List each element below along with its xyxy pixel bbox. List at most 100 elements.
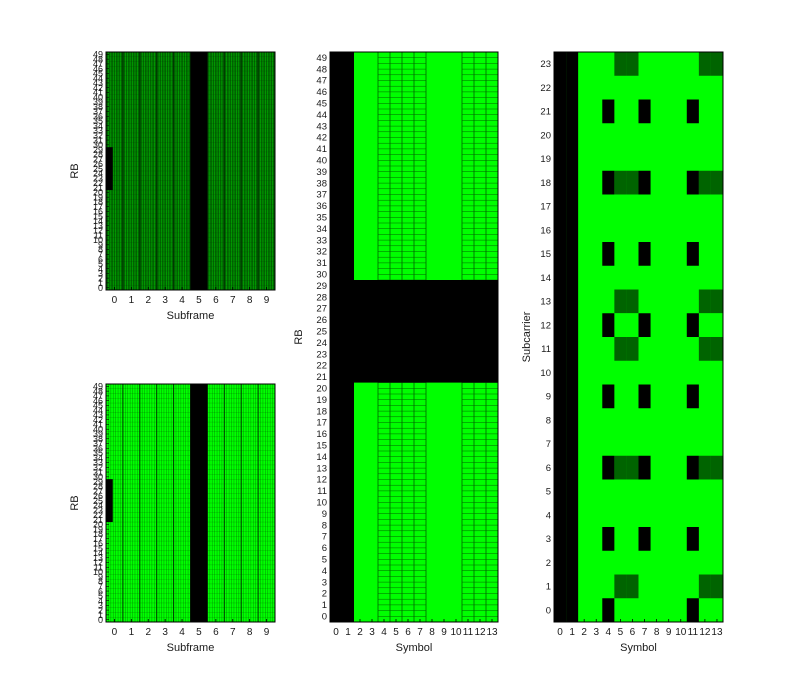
y-tick-label: 39 <box>93 429 103 439</box>
x-tick-label: 4 <box>179 295 185 306</box>
y-tick-label: 24 <box>316 338 327 349</box>
y-tick-label: 10 <box>316 498 327 509</box>
y-tick-label: 18 <box>316 406 327 417</box>
x-tick-label: 0 <box>112 295 118 306</box>
dark-cell <box>614 289 627 314</box>
y-tick-label: 34 <box>316 224 327 235</box>
y-tick-label: 42 <box>316 133 327 144</box>
black-region <box>190 384 208 622</box>
x-tick-label: 3 <box>369 627 375 638</box>
y-tick-label: 43 <box>93 78 103 88</box>
y-tick-label: 5 <box>98 591 103 601</box>
y-tick-label: 40 <box>316 156 327 167</box>
y-tick-label: 17 <box>93 202 103 212</box>
y-tick-label: 11 <box>94 230 103 240</box>
x-tick-label: 7 <box>642 627 648 638</box>
y-tick-label: 18 <box>93 529 103 539</box>
y-axis-label: RB <box>293 329 305 344</box>
y-tick-label: 27 <box>316 304 327 315</box>
chart-right: 0 1 2 3 4 5 6 7 8 9 10 11 12 130123456789101112131415… <box>521 51 724 654</box>
y-tick-label: 48 <box>93 54 103 64</box>
plot-frame <box>105 51 276 291</box>
dark-cell <box>698 170 711 195</box>
x-tick-label: 0 <box>557 627 563 638</box>
black-cell <box>686 527 699 551</box>
y-tick-label: 23 <box>540 59 551 70</box>
black-cell <box>638 455 651 480</box>
y-tick-label: 8 <box>98 577 103 587</box>
y-tick-label: 25 <box>316 327 327 338</box>
dark-cell <box>710 574 723 599</box>
y-tick-label: 12 <box>93 226 103 236</box>
x-tick-label: 10 <box>675 627 687 638</box>
x-tick-label: 9 <box>264 627 270 638</box>
y-tick-label: 48 <box>93 386 103 396</box>
y-tick-label: 41 <box>316 144 327 155</box>
y-tick-label: 13 <box>93 221 103 231</box>
y-tick-label: 22 <box>540 83 551 94</box>
dark-cell <box>698 337 711 361</box>
plot-frame <box>105 383 276 623</box>
x-tick-label: 13 <box>711 627 723 638</box>
y-tick-label: 8 <box>546 415 551 426</box>
y-tick-label: 46 <box>316 87 327 98</box>
x-tick-label: 5 <box>196 627 202 638</box>
x-tick-label: 12 <box>699 627 711 638</box>
x-tick-label: 2 <box>357 627 363 638</box>
y-tick-label: 44 <box>93 73 103 83</box>
dark-cell <box>614 52 627 76</box>
y-tick-label: 28 <box>93 150 103 160</box>
y-tick-label: 47 <box>93 391 103 401</box>
y-tick-label: 9 <box>322 509 327 520</box>
y-tick-label: 45 <box>93 401 103 411</box>
dark-cell <box>626 52 639 76</box>
y-tick-label: 21 <box>540 107 551 118</box>
y-tick-label: 18 <box>540 178 551 189</box>
y-tick-label: 31 <box>316 258 327 269</box>
y-tick-label: 14 <box>93 548 103 558</box>
y-tick-label: 15 <box>93 211 103 221</box>
dark-cell <box>626 455 639 480</box>
y-tick-label: 35 <box>93 116 103 126</box>
y-tick-label: 11 <box>317 486 327 497</box>
x-tick-label: 12 <box>474 627 486 638</box>
x-axis-label: Symbol <box>396 642 433 654</box>
y-axis-label: Subcarrier <box>521 311 533 362</box>
y-tick-label: 31 <box>93 135 103 145</box>
y-tick-label: 25 <box>93 496 103 506</box>
y-tick-label: 15 <box>316 441 327 452</box>
y-tick-label: 0 <box>98 615 103 625</box>
y-tick-label: 4 <box>546 510 551 521</box>
y-tick-label: 27 <box>93 486 103 496</box>
y-tick-label: 1 <box>322 600 327 611</box>
y-tick-label: 0 <box>98 283 103 293</box>
y-tick-label: 45 <box>316 99 327 110</box>
chart-top-left: 0 1 2 3 4 5 6 7 8 9012345678910111213141516171819… <box>69 50 276 322</box>
y-tick-label: 2 <box>98 605 103 615</box>
black-cell <box>638 242 651 266</box>
y-tick-label: 37 <box>93 107 103 117</box>
y-tick-label: 19 <box>93 524 103 534</box>
y-tick-label: 23 <box>93 505 103 515</box>
y-tick-label: 21 <box>93 183 103 193</box>
y-tick-label: 6 <box>98 254 103 264</box>
black-cell <box>638 99 651 124</box>
dark-cell <box>626 574 639 599</box>
y-tick-label: 12 <box>316 475 327 486</box>
y-tick-label: 19 <box>540 154 551 165</box>
x-axis-label: Subframe <box>167 310 215 322</box>
dark-cell <box>710 289 723 314</box>
y-tick-label: 44 <box>93 405 103 415</box>
y-tick-label: 16 <box>93 539 103 549</box>
y-tick-label: 17 <box>93 534 103 544</box>
y-tick-label: 29 <box>316 281 327 292</box>
y-tick-label: 29 <box>93 477 103 487</box>
y-tick-label: 47 <box>93 59 103 69</box>
dark-cell <box>710 170 723 195</box>
x-tick-label: 7 <box>417 627 423 638</box>
y-tick-label: 39 <box>93 97 103 107</box>
x-tick-label: 5 <box>196 295 202 306</box>
y-tick-label: 11 <box>541 344 551 355</box>
x-tick-label: 2 <box>145 295 151 306</box>
y-tick-label: 46 <box>93 64 103 74</box>
